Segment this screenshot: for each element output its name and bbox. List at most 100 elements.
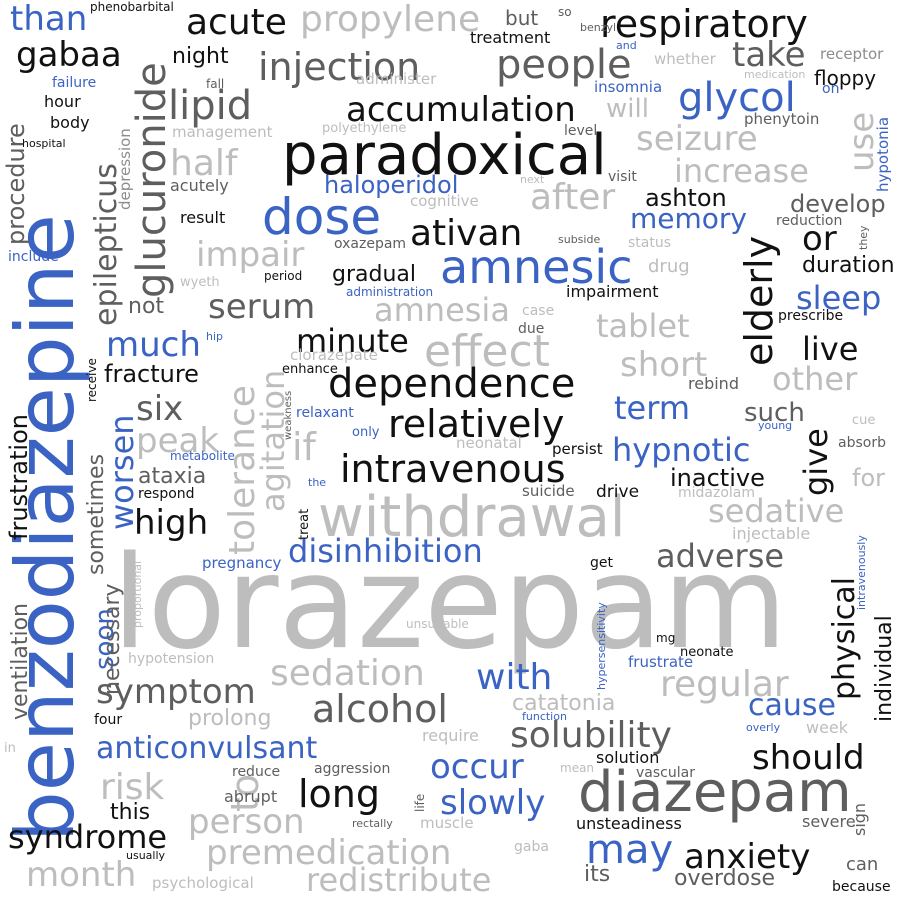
word-insomnia: insomnia — [594, 78, 663, 96]
word-the: the — [308, 476, 327, 489]
word-so: so — [558, 5, 572, 19]
word-floppy: floppy — [814, 66, 877, 90]
word-six: six — [136, 389, 184, 429]
word-solubility: solubility — [510, 715, 672, 756]
word-sedation: sedation — [270, 653, 425, 694]
word-depression: depression — [116, 128, 134, 210]
word-paradoxical: paradoxical — [282, 123, 607, 188]
word-mg: mg — [656, 631, 676, 645]
word-with: with — [476, 657, 553, 698]
word-intravenously: intravenously — [855, 535, 868, 610]
word-young: young — [758, 419, 793, 432]
word-status: status — [628, 235, 672, 251]
word-occur: occur — [430, 747, 524, 787]
word-reduce: reduce — [232, 764, 281, 780]
word-prolong: prolong — [188, 706, 272, 731]
word-can: can — [846, 854, 879, 875]
word-other: other — [772, 360, 858, 398]
word-catatonia: catatonia — [512, 691, 616, 716]
word-administration: administration — [346, 285, 434, 299]
word-respond: respond — [138, 486, 195, 502]
word-but: but — [505, 6, 539, 30]
word-injection: injection — [258, 45, 421, 89]
word-drug: drug — [648, 256, 690, 277]
word-individual: individual — [872, 615, 897, 722]
word-mean: mean — [560, 761, 595, 775]
word-injectable: injectable — [732, 524, 811, 543]
word-gradual: gradual — [332, 262, 416, 287]
word-alcohol: alcohol — [312, 687, 448, 731]
word-neonate: neonate — [680, 645, 734, 660]
word-result: result — [180, 208, 226, 227]
word-people: people — [496, 42, 632, 88]
word-inactive: inactive — [670, 464, 765, 492]
word-seizure: seizure — [636, 119, 758, 159]
word-not: not — [128, 294, 165, 319]
word-on: on — [822, 81, 840, 97]
word-haloperidol: haloperidol — [324, 171, 459, 199]
word-vascular: vascular — [636, 765, 695, 781]
word-give: give — [797, 428, 835, 496]
word-unsteadiness: unsteadiness — [576, 814, 682, 833]
word-propylene: propylene — [300, 0, 481, 40]
word-lipid: lipid — [168, 83, 253, 129]
word-and: and — [616, 39, 637, 52]
word-level: level — [564, 123, 598, 139]
word-anticonvulsant: anticonvulsant — [96, 731, 318, 766]
word-dose: dose — [262, 188, 382, 246]
word-muscle: muscle — [420, 814, 474, 832]
word-body: body — [50, 113, 90, 132]
word-pregnancy: pregnancy — [202, 554, 282, 572]
word-risk: risk — [100, 767, 165, 808]
word-enhance: enhance — [282, 362, 338, 377]
word-overdose: overdose — [674, 866, 776, 891]
word-include: include — [8, 249, 59, 265]
word-medication: medication — [744, 68, 806, 81]
word-hospital: hospital — [22, 137, 66, 150]
word-usually: usually — [126, 849, 166, 862]
word-receptor: receptor — [820, 45, 884, 63]
word-require: require — [422, 726, 479, 745]
word-regular: regular — [660, 664, 789, 705]
word-midazolam: midazolam — [678, 485, 756, 501]
word-proportional: proportional — [131, 560, 144, 628]
word-necessary: necessary — [100, 583, 125, 695]
word-glycol: glycol — [678, 75, 796, 121]
word-they: they — [857, 225, 870, 250]
word-failure: failure — [52, 75, 97, 91]
word-night: night — [172, 44, 229, 69]
word-syndrome: syndrome — [8, 818, 168, 856]
word-may: may — [586, 827, 674, 873]
word-accumulation: accumulation — [346, 90, 576, 130]
word-benzyl: benzyl — [580, 21, 617, 34]
word-sedative: sedative — [708, 492, 845, 530]
word-oxazepam: oxazepam — [334, 236, 407, 252]
word-month: month — [26, 855, 137, 895]
word-clorazepate: clorazepate — [290, 346, 378, 364]
word-serum: serum — [208, 287, 316, 327]
word-treat: treat — [297, 508, 312, 540]
word-half: half — [170, 143, 238, 184]
word-overly: overly — [746, 721, 781, 734]
word-will: will — [606, 94, 649, 124]
word-reduction: reduction — [776, 213, 843, 229]
word-high: high — [134, 503, 209, 543]
word-short: short — [620, 345, 708, 385]
word-rectally: rectally — [352, 817, 393, 830]
word-if: if — [292, 425, 316, 469]
word-term: term — [614, 389, 690, 427]
word-hypotension: hypotension — [128, 651, 215, 667]
word-relaxant: relaxant — [296, 405, 354, 421]
word-develop: develop — [790, 190, 886, 218]
word-in: in — [4, 741, 16, 756]
word-amnesic: amnesic — [440, 240, 633, 294]
word-acutely: acutely — [170, 176, 229, 195]
word-sleep: sleep — [796, 279, 882, 317]
word-duration: duration — [802, 253, 895, 278]
word-redistribute: redistribute — [306, 861, 492, 899]
word-solution: solution — [596, 748, 660, 767]
word-glucuronide: glucuronide — [129, 62, 175, 298]
word-whether: whether — [654, 50, 716, 68]
word-because: because — [832, 879, 891, 895]
